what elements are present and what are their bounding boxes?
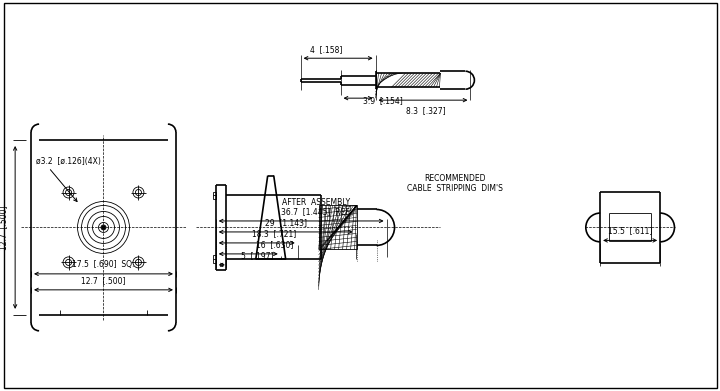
Text: 18.3  [.721]: 18.3 [.721]	[252, 230, 296, 239]
Text: RECOMMENDED: RECOMMENDED	[425, 174, 486, 183]
Bar	[319, 206, 356, 249]
Text: CABLE  STRIPPING  DIM'S: CABLE STRIPPING DIM'S	[408, 183, 503, 192]
Text: ø3.2  [ø.126](4X): ø3.2 [ø.126](4X)	[35, 157, 101, 166]
Text: 8.3  [.327]: 8.3 [.327]	[405, 106, 445, 115]
Text: 12.7  [.500]: 12.7 [.500]	[0, 205, 8, 250]
Text: 3.9  [.154]: 3.9 [.154]	[363, 96, 403, 105]
Text: 16  [.630]: 16 [.630]	[256, 240, 294, 249]
Bar	[213, 192, 216, 199]
Circle shape	[102, 226, 106, 230]
Text: 4  [.158]: 4 [.158]	[310, 45, 342, 54]
Text: 15.5  [.611]: 15.5 [.611]	[608, 226, 652, 235]
Text: 29  [1.143]: 29 [1.143]	[265, 219, 307, 228]
Text: 36.7  [1.445]  REF.: 36.7 [1.445] REF.	[282, 208, 351, 217]
Text: 5  [.197]: 5 [.197]	[240, 251, 274, 260]
Text: 12.7  [.500]: 12.7 [.500]	[81, 276, 126, 285]
Bar	[213, 255, 216, 264]
Text: AFTER  ASSEMBLY: AFTER ASSEMBLY	[282, 199, 350, 208]
Text: 17.5  [.690]  SQ.: 17.5 [.690] SQ.	[72, 260, 135, 269]
